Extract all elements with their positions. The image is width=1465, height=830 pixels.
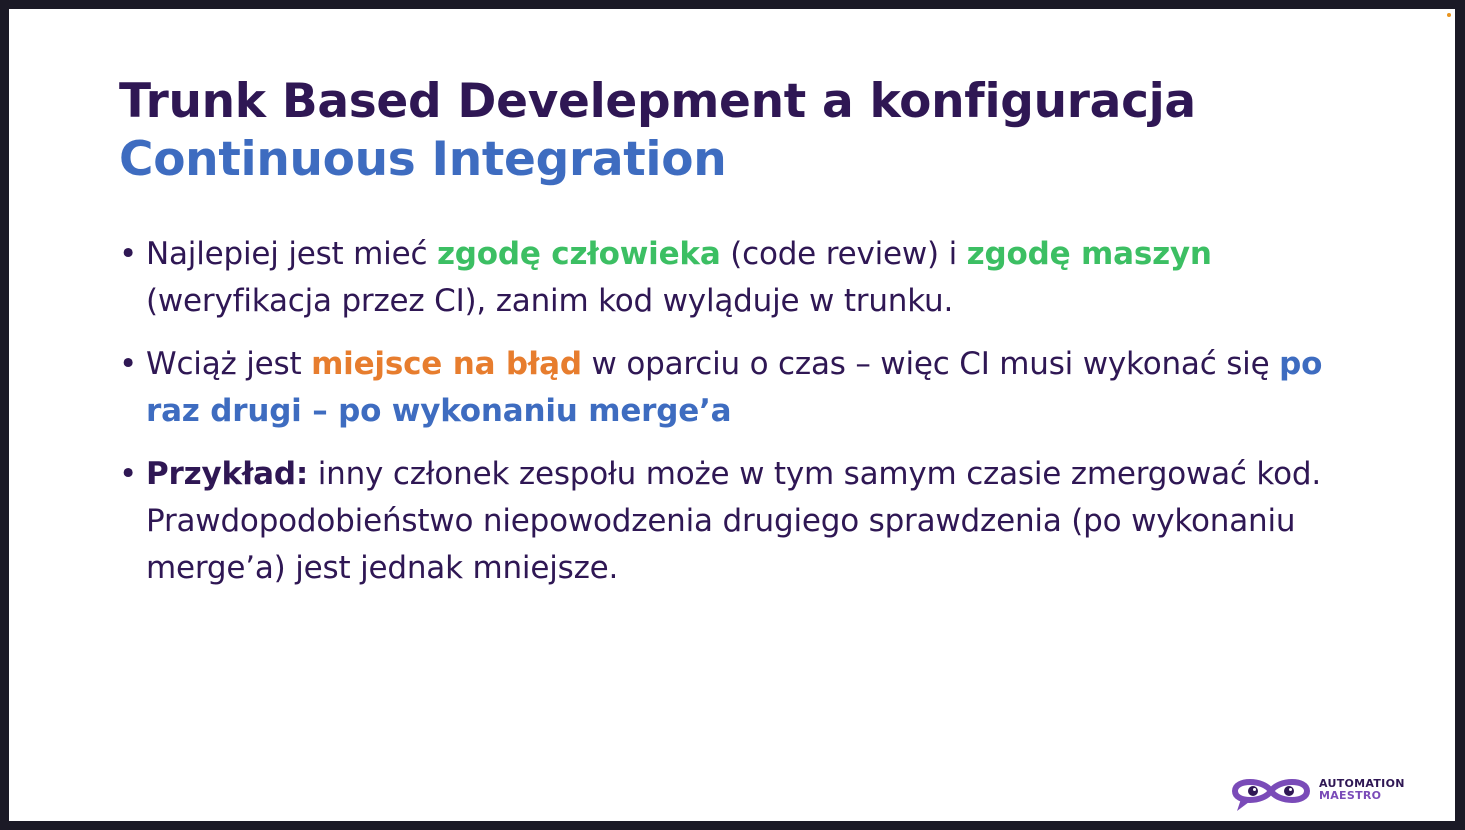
bullet-1-highlight-machine-approval: zgodę maszyn	[966, 236, 1212, 272]
logo-text-maestro: MAESTRO	[1319, 789, 1382, 802]
bullet-dot: •	[119, 236, 138, 272]
presentation-slide: Trunk Based Develepment a konfiguracja C…	[9, 9, 1455, 821]
bullet-item-3: • Przykład: inny członek zespołu może w …	[119, 451, 1379, 592]
bullet-1-text-2: (code review) i	[720, 236, 967, 272]
bullet-1-text-3: (weryfikacja przez CI), zanim kod wylądu…	[146, 283, 954, 319]
bullet-3-label-example: Przykład:	[146, 456, 309, 492]
bullet-2-text-1: Wciąż jest	[146, 346, 312, 382]
bullet-3-text-1: inny członek zespołu może w tym samym cz…	[146, 456, 1321, 586]
recording-indicator	[1447, 13, 1451, 17]
automation-maestro-logo: AUTOMATION MAESTRO	[1227, 769, 1417, 813]
bullet-dot: •	[119, 456, 138, 492]
bullet-item-2: • Wciąż jest miejsce na błąd w oparciu o…	[119, 341, 1379, 435]
bullet-2-highlight-error-room: miejsce na błąd	[311, 346, 582, 382]
bullet-2-text-2: w oparciu o czas – więc CI musi wykonać …	[581, 346, 1280, 382]
infinity-eyes-icon	[1232, 779, 1310, 811]
logo-text-automation: AUTOMATION	[1319, 777, 1405, 790]
bullet-list: • Najlepiej jest mieć zgodę człowieka (c…	[119, 231, 1379, 608]
slide-title-line-2: Continuous Integration	[119, 132, 727, 187]
logo-wordmark: AUTOMATION MAESTRO	[1319, 778, 1405, 802]
bullet-2-highlight-second-run: po raz drugi – po wykonaniu merge’a	[146, 346, 1323, 429]
bullet-1-highlight-human-approval: zgodę człowieka	[436, 236, 721, 272]
bullet-item-1: • Najlepiej jest mieć zgodę człowieka (c…	[119, 231, 1379, 325]
slide-title: Trunk Based Develepment a konfiguracja C…	[119, 73, 1196, 189]
slide-title-line-1: Trunk Based Develepment a konfiguracja	[119, 74, 1196, 129]
bullet-dot: •	[119, 346, 138, 382]
bullet-1-text-1: Najlepiej jest mieć	[146, 236, 437, 272]
